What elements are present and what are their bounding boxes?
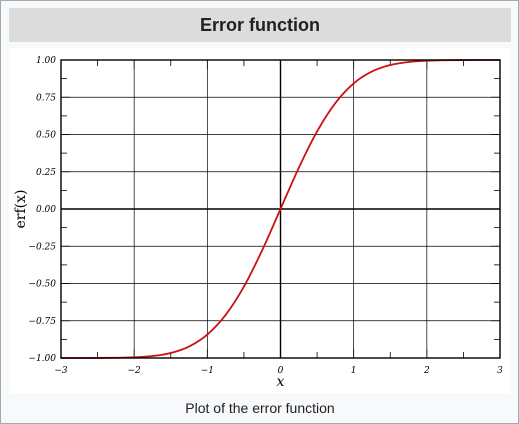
x-tick-label: 1: [351, 366, 357, 376]
series-point: [280, 208, 282, 210]
x-tick-label: −3: [54, 366, 68, 376]
series-point: [225, 314, 227, 316]
series-point: [353, 83, 355, 85]
tick-labels-layer: −3 −2 −1 0 1 2 31.000.750.500.250.00−0.25−0.50…: [28, 56, 503, 376]
y-tick-label: −0.75: [28, 317, 56, 327]
series-point: [335, 102, 337, 104]
series-point: [152, 355, 154, 357]
series-point: [298, 167, 300, 169]
series-point: [408, 61, 410, 63]
series-point: [371, 71, 373, 73]
series-point: [170, 352, 172, 354]
y-tick-label: −0.25: [28, 242, 56, 252]
x-tick-label: 2: [423, 366, 430, 376]
y-tick-label: −1.00: [28, 354, 56, 364]
y-tick-label: 1.00: [36, 56, 56, 66]
x-tick-label: −2: [128, 366, 142, 376]
y-axis-label: erf(x): [13, 190, 29, 229]
y-tick-label: 0.25: [36, 168, 56, 178]
series-point: [261, 249, 263, 251]
figure-caption: Plot of the error function: [9, 397, 511, 419]
x-tick-label: 3: [497, 366, 503, 376]
series-point: [243, 286, 245, 288]
y-tick-label: −0.50: [28, 280, 56, 290]
series-point: [316, 131, 318, 133]
plot-area: −3 −2 −1 0 1 2 3 1.00 0.75 0.50 0.25 0.00 −0.25 −0.50…: [9, 48, 511, 393]
x-tick-label: −1: [201, 366, 214, 376]
series-point: [389, 64, 391, 66]
series-point: [188, 346, 190, 348]
y-tick-label: 0.75: [36, 93, 56, 103]
y-tick-label: 0.50: [36, 131, 56, 141]
x-axis-label: x: [277, 374, 285, 390]
series-point: [207, 334, 209, 336]
infobox-title: Error function: [9, 8, 511, 42]
error-function-chart: −3 −2 −1 0 1 2 31.000.750.500.250.00−0.25−0.50…: [9, 48, 511, 393]
y-tick-label: 0.00: [36, 205, 56, 215]
